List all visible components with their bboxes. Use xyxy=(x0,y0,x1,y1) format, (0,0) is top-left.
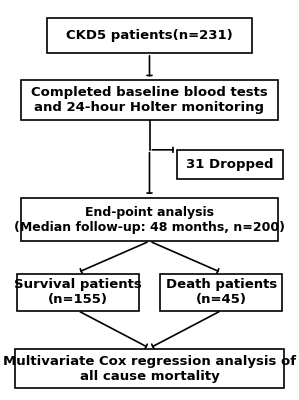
Text: Completed baseline blood tests
and 24-hour Holter monitoring: Completed baseline blood tests and 24-ho… xyxy=(31,86,268,114)
FancyBboxPatch shape xyxy=(161,274,282,311)
Text: Multivariate Cox regression analysis of
all cause mortality: Multivariate Cox regression analysis of … xyxy=(3,354,296,382)
Text: Survival patients
(n=155): Survival patients (n=155) xyxy=(14,278,142,306)
Text: CKD5 patients(n=231): CKD5 patients(n=231) xyxy=(66,29,233,42)
FancyBboxPatch shape xyxy=(21,80,278,120)
FancyBboxPatch shape xyxy=(47,18,252,53)
Text: Death patients
(n=45): Death patients (n=45) xyxy=(166,278,277,306)
FancyBboxPatch shape xyxy=(15,349,284,388)
Text: 31 Dropped: 31 Dropped xyxy=(186,158,274,171)
Text: End-point analysis
(Median follow-up: 48 months, n=200): End-point analysis (Median follow-up: 48… xyxy=(14,206,285,234)
FancyBboxPatch shape xyxy=(177,150,283,180)
FancyBboxPatch shape xyxy=(21,198,278,241)
FancyBboxPatch shape xyxy=(17,274,138,311)
